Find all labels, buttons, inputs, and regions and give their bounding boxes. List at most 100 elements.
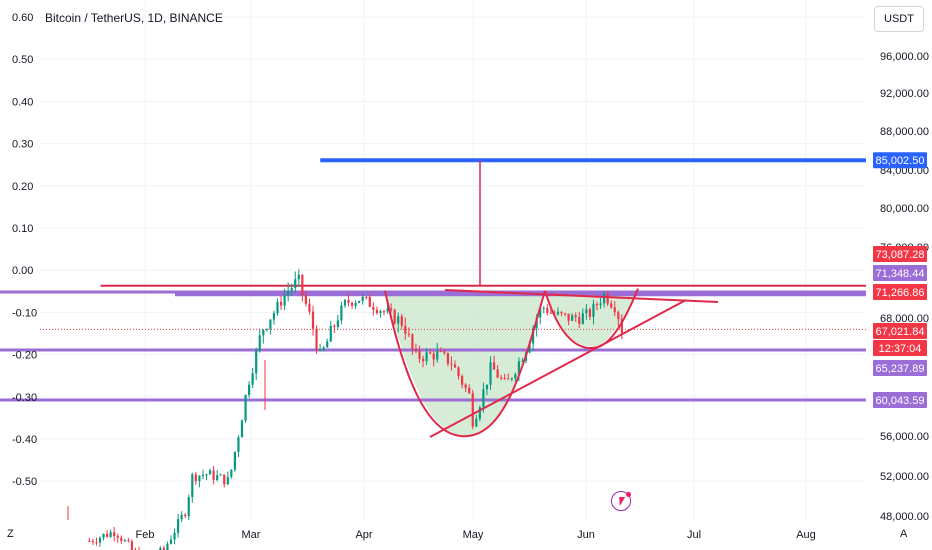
candle-down [88,541,91,542]
time-tick-label[interactable]: May [463,529,484,541]
time-tick-label[interactable]: Jun [577,529,595,541]
candle-down [446,352,450,364]
left-tick-label: 0.50 [12,54,33,66]
candle-down [418,350,421,359]
candle-down [311,311,315,329]
candle-up [379,311,382,314]
handle-fill [545,294,638,347]
time-axis[interactable]: Feb Mar Apr May Jun Jul Aug [136,529,816,541]
price-badge [873,360,927,376]
time-tick-label[interactable]: Mar [242,529,261,541]
candle-down [414,349,418,351]
candle-up [340,305,343,321]
candle-down [429,352,432,354]
right-tick-label[interactable]: 48,000.00 [880,511,929,523]
candle-up [208,470,212,475]
right-tick-label[interactable]: 92,000.00 [880,88,929,100]
left-tick-label: 0.10 [12,223,33,235]
candle-up [361,296,364,301]
time-tick-label[interactable]: Jul [687,529,701,541]
candle-up [290,288,293,291]
candle-down [617,312,620,320]
candle-up [98,537,102,543]
candle-down [130,541,134,550]
candle-down [606,293,609,304]
cup-outline[interactable] [384,290,546,438]
level-lines[interactable] [0,158,866,402]
corner-left-label[interactable]: Z [7,528,14,540]
candle-down [212,470,215,481]
left-tick-label: -0.10 [12,307,37,319]
candle-up [489,362,492,385]
right-tick-label[interactable]: 88,000.00 [880,126,929,138]
candle-up [478,407,481,419]
candle-down [503,378,506,380]
candle-up [599,303,602,306]
price-badge [873,392,927,408]
candle-up [294,279,297,289]
candle-down [223,474,226,485]
candle-up [201,475,205,477]
price-badge [873,323,927,339]
time-tick-label[interactable]: Feb [136,529,155,541]
candle-down [116,536,119,538]
candle-down [382,311,386,313]
candle-down [120,537,123,542]
right-tick-label[interactable]: 80,000.00 [880,203,929,215]
price-badge [873,246,927,262]
candle-up [109,532,112,537]
candle-up [177,519,180,533]
corner-right-label[interactable]: A [900,528,908,540]
ascending-trendline[interactable] [429,299,687,438]
currency-unit-button[interactable]: USDT [874,6,924,32]
candle-up [244,395,247,421]
candle-up [386,308,389,312]
candle-down [407,333,410,335]
candle-up [319,349,322,351]
candle-down [184,514,187,517]
candle-down [432,353,435,360]
candle-up [173,532,176,540]
descending-trendline[interactable] [444,289,719,303]
candle-up [251,373,254,385]
candle-up [517,361,521,375]
drawings[interactable] [384,160,719,438]
candle-up [354,302,357,306]
candle-up [102,533,105,538]
candle-up [159,547,162,550]
candle-up [482,389,485,408]
candle-up [542,307,545,309]
right-tick-label[interactable]: 68,000.00 [880,313,929,325]
candle-down [95,542,98,544]
candle-down [393,309,396,324]
price-badge-label: 12:37:04 [879,343,922,355]
candle-down [372,306,375,310]
candle-up [556,311,560,315]
candle-up [297,274,300,280]
symbol-title: Bitcoin / TetherUS, 1D, BINANCE [45,11,223,25]
time-tick-label[interactable]: Aug [796,529,816,541]
candle-down [279,301,283,306]
left-tick-label: 0.60 [12,12,33,24]
candle-up [198,475,201,482]
candle-up [237,437,240,452]
right-tick-label[interactable]: 96,000.00 [880,51,929,63]
grid [40,0,866,520]
left-axis: 0.60 0.50 0.40 0.30 0.20 0.10 0.00 -0.10 -0.20 -0… [12,12,37,488]
time-tick-label[interactable]: Apr [355,529,372,541]
candle-down [368,296,371,307]
candle-down [560,311,563,314]
candle-down [113,532,116,537]
lightning-icon[interactable] [611,491,631,511]
candle-down [315,328,318,351]
candle-up [475,418,478,427]
right-tick-label[interactable]: 56,000.00 [880,431,929,443]
left-tick-label: 0.20 [12,181,33,193]
candle-up [436,351,439,360]
right-tick-label[interactable]: 52,000.00 [880,471,929,483]
price-badge [873,284,927,300]
left-tick-label: -0.20 [12,350,37,362]
candle-up [166,543,169,550]
candle-up [219,474,222,476]
